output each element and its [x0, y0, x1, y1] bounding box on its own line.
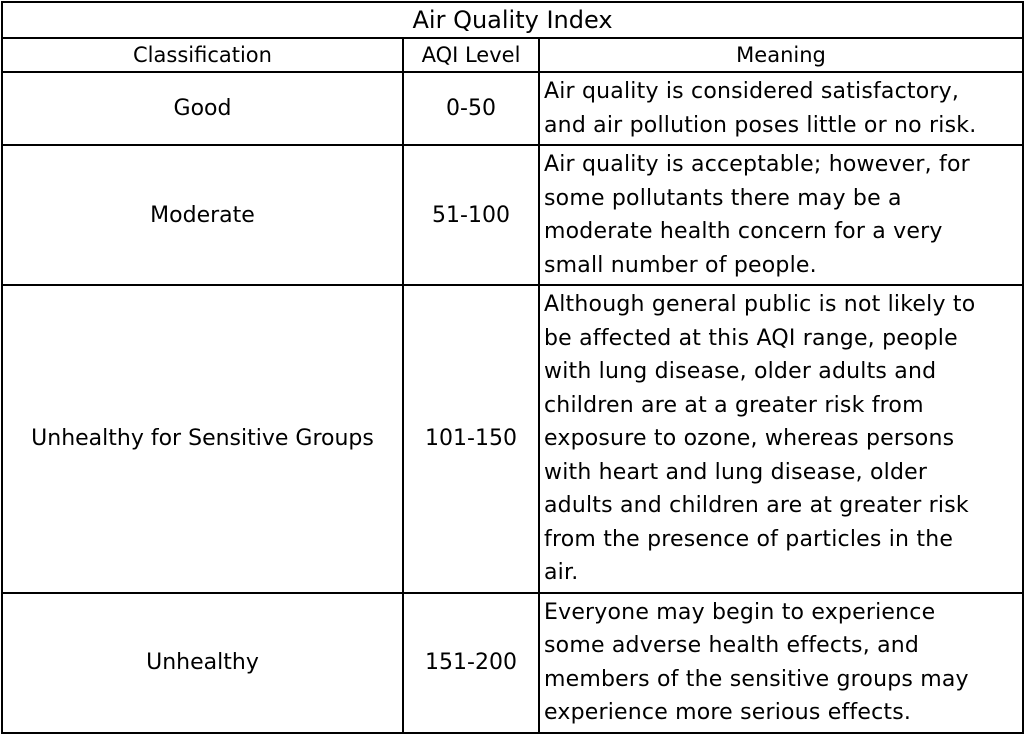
meaning-cell: Although general public is not likely to…: [537, 284, 1024, 594]
classification-cell: Unhealthy for Sensitive Groups: [1, 284, 404, 594]
meaning-line: with heart and lung disease, older: [544, 459, 928, 485]
aqi-level-cell: 0-50: [402, 71, 540, 146]
table-row: Good 0-50 Air quality is considered sati…: [1, 71, 1024, 146]
header-classification: Classification: [1, 37, 404, 73]
meaning-cell: Air quality is considered satisfactory, …: [537, 71, 1024, 146]
meaning-line: experience more serious effects.: [544, 700, 912, 725]
meaning-line: air.: [544, 560, 579, 585]
classification-cell: Unhealthy: [1, 591, 404, 734]
meaning-line: Air quality is acceptable; however, for: [544, 152, 970, 177]
classification-cell: Moderate: [1, 144, 404, 286]
aqi-level-cell: 101-150: [402, 284, 540, 594]
meaning-line: Air quality is considered satisfactory,: [544, 79, 960, 104]
aqi-level-cell: 51-100: [402, 144, 540, 286]
meaning-line: children are at a greater risk from: [544, 392, 924, 418]
meaning-line: from the presence of particles in the: [544, 526, 954, 552]
header-meaning: Meaning: [537, 37, 1024, 73]
meaning-line: some pollutants there may be a: [544, 185, 902, 211]
meaning-line: exposure to ozone, whereas persons: [544, 426, 955, 451]
meaning-line: be affected at this AQI range, people: [544, 325, 958, 351]
meaning-cell: Everyone may begin to experience some ad…: [537, 591, 1024, 734]
header-row: Classification AQI Level Meaning: [1, 37, 1024, 73]
table-row: Unhealthy 151-200 Everyone may begin to …: [1, 591, 1024, 734]
meaning-line: adults and children are at greater risk: [544, 493, 969, 518]
aqi-level-cell: 151-200: [402, 591, 540, 734]
meaning-line: moderate health concern for a very: [544, 219, 943, 244]
meaning-line: small number of people.: [544, 252, 817, 278]
header-aqi-level: AQI Level: [402, 37, 540, 73]
meaning-line: and air pollution poses little or no ris…: [544, 112, 977, 138]
meaning-line: Although general public is not likely to: [544, 292, 976, 317]
meaning-cell: Air quality is acceptable; however, for …: [537, 144, 1024, 286]
classification-cell: Good: [1, 71, 404, 146]
meaning-line: members of the sensitive groups may: [544, 666, 969, 692]
meaning-line: with lung disease, older adults and: [544, 359, 937, 384]
title-row: Air Quality Index: [0, 1, 1024, 39]
meaning-line: Everyone may begin to experience: [544, 599, 936, 625]
table-row: Moderate 51-100 Air quality is acceptabl…: [1, 144, 1024, 286]
meaning-line: some adverse health effects, and: [544, 633, 920, 658]
table-row: Unhealthy for Sensitive Groups 101-150 A…: [1, 284, 1024, 594]
table-title: Air Quality Index: [0, 1, 1024, 39]
